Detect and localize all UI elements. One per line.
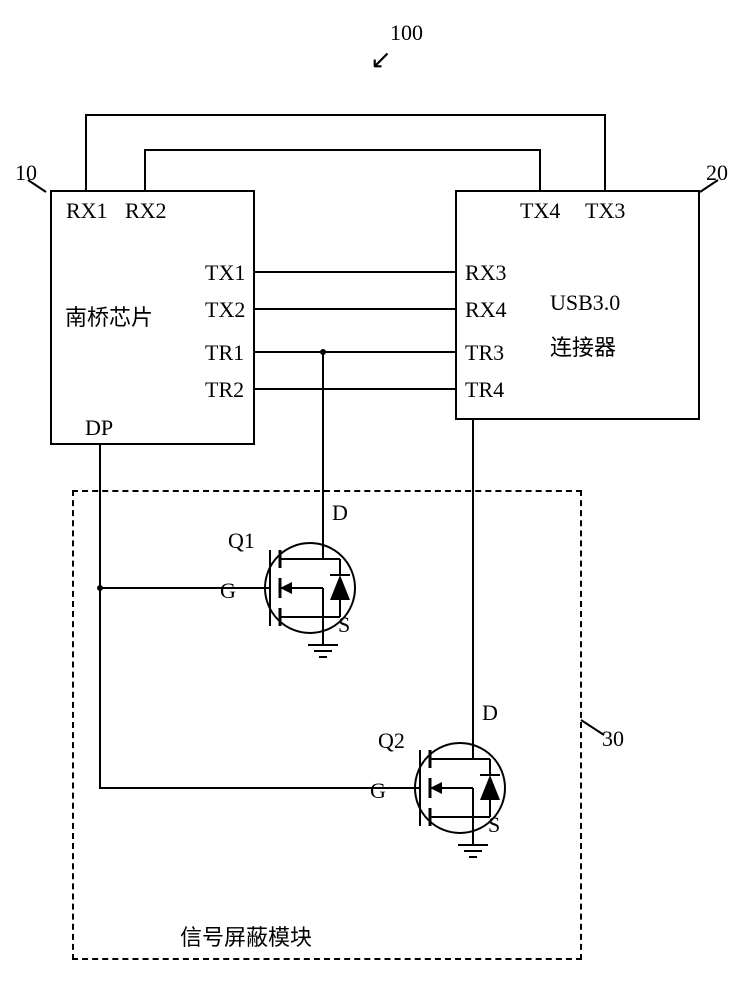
junction-dot <box>320 349 326 355</box>
q2-g-label: G <box>370 778 386 804</box>
q2-s-label: S <box>488 812 500 838</box>
pin-tx4: TX4 <box>520 198 560 224</box>
pin-tr2: TR2 <box>205 377 244 403</box>
pin-tr3: TR3 <box>465 340 504 366</box>
mosfet-q1 <box>240 520 360 660</box>
q2-label: Q2 <box>378 728 405 754</box>
south-bridge-title: 南桥芯片 <box>65 300 153 332</box>
wire-rx2-tx4 <box>145 150 540 190</box>
pin-rx3: RX3 <box>465 260 507 286</box>
figure-label: 100 <box>390 20 423 46</box>
leader-30 <box>581 720 604 735</box>
pin-dp: DP <box>85 415 113 441</box>
pin-tx3: TX3 <box>585 198 625 224</box>
pin-rx1: RX1 <box>66 198 108 224</box>
figure-arrow: ↙ <box>370 45 392 75</box>
q2-d-label: D <box>482 700 498 726</box>
pin-tx1: TX1 <box>205 260 245 286</box>
shield-title: 信号屏蔽模块 <box>180 920 312 952</box>
mosfet-q2 <box>390 720 510 860</box>
q1-s-label: S <box>338 612 350 638</box>
pin-tr1: TR1 <box>205 340 244 366</box>
pin-tr4: TR4 <box>465 377 504 403</box>
wire-rx1-tx3 <box>86 115 605 190</box>
pin-tx2: TX2 <box>205 297 245 323</box>
usb-title-1: USB3.0 <box>550 290 620 316</box>
id-20: 20 <box>706 160 728 186</box>
id-10: 10 <box>15 160 37 186</box>
q1-g-label: G <box>220 578 236 604</box>
pin-rx2: RX2 <box>125 198 167 224</box>
diagram-canvas: 100 ↙ 10 RX1 RX2 TX1 TX2 TR1 TR2 DP 南桥芯片… <box>0 0 751 1000</box>
pin-rx4: RX4 <box>465 297 507 323</box>
q1-d-label: D <box>332 500 348 526</box>
q1-label: Q1 <box>228 528 255 554</box>
usb-title-2: 连接器 <box>550 330 616 362</box>
id-30: 30 <box>602 726 624 752</box>
